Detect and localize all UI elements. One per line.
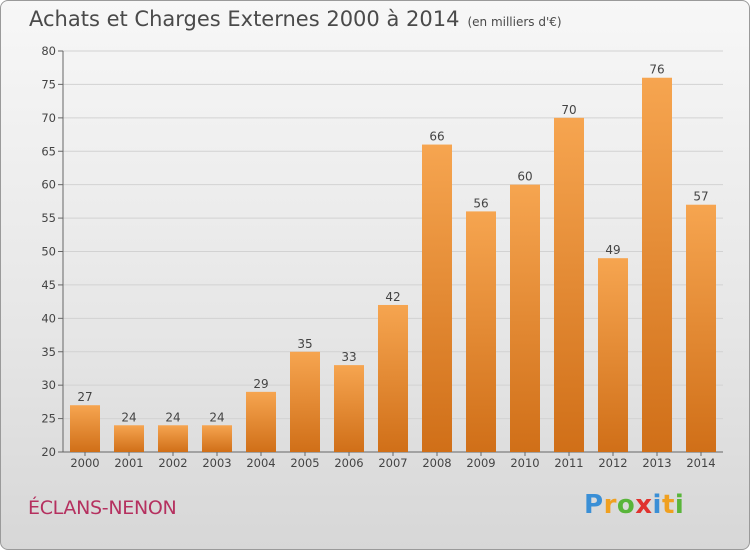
bar-2000 <box>70 405 100 452</box>
x-tick-label-2009: 2009 <box>466 456 495 470</box>
x-tick-label-2008: 2008 <box>422 456 451 470</box>
logo-letter: x <box>635 490 653 520</box>
proxiti-logo[interactable]: Proxiti <box>584 490 684 520</box>
logo-letter: o <box>616 490 636 520</box>
y-tick-labels: 20 25 30 35 40 45 50 55 60 65 70 75 80 <box>41 44 56 459</box>
bar-2009 <box>466 211 496 452</box>
bar-2002 <box>158 425 188 452</box>
logo-letter: i <box>652 490 662 520</box>
data-label-2002: 24 <box>165 410 180 424</box>
logo-letter: t <box>661 490 675 520</box>
y-tick-label: 35 <box>41 345 56 359</box>
bar-2008 <box>422 144 452 453</box>
x-tick-labels: 2000 2001 2002 2003 2004 2005 2006 2007 2008 2009… <box>70 452 716 470</box>
bar-2010 <box>510 184 540 452</box>
y-tick-label: 80 <box>41 44 56 58</box>
x-tick-label-2007: 2007 <box>378 456 407 470</box>
data-label-2007: 42 <box>385 290 400 304</box>
data-label-2011: 70 <box>561 103 576 117</box>
bar-2005 <box>290 351 320 452</box>
city-name: ÉCLANS-NENON <box>28 497 177 519</box>
data-label-2005: 35 <box>297 337 312 351</box>
y-tick-label: 75 <box>41 77 56 91</box>
y-tick-label: 20 <box>41 445 56 459</box>
data-label-2014: 57 <box>693 190 708 204</box>
data-label-2000: 27 <box>77 390 92 404</box>
logo-letter: P <box>584 490 604 520</box>
x-tick-label-2001: 2001 <box>114 456 143 470</box>
y-tick-label: 40 <box>41 311 56 325</box>
y-tick-label: 60 <box>41 178 56 192</box>
title-text: Achats et Charges Externes 2000 à 2014 <box>29 7 460 31</box>
bar-2012 <box>598 258 628 452</box>
x-tick-label-2014: 2014 <box>686 456 715 470</box>
bar-2004 <box>246 391 276 452</box>
y-tick-label: 30 <box>41 378 56 392</box>
data-label-2013: 76 <box>649 63 664 77</box>
logo-letter: r <box>603 490 617 520</box>
y-tick-label: 70 <box>41 111 56 125</box>
data-label-2004: 29 <box>253 377 268 391</box>
bars <box>70 77 716 453</box>
x-tick-label-2002: 2002 <box>158 456 187 470</box>
bar-2001 <box>114 425 144 452</box>
y-tick-label: 55 <box>41 211 56 225</box>
y-tick-label: 45 <box>41 278 56 292</box>
x-tick-label-2003: 2003 <box>202 456 231 470</box>
x-tick-label-2004: 2004 <box>246 456 275 470</box>
bar-2006 <box>334 365 364 452</box>
y-tick-label: 25 <box>41 412 56 426</box>
data-label-2012: 49 <box>605 243 620 257</box>
data-label-2009: 56 <box>473 196 488 210</box>
bar-2011 <box>554 117 584 452</box>
data-label-2008: 66 <box>429 130 444 144</box>
x-tick-label-2006: 2006 <box>334 456 363 470</box>
logo-letter: i <box>674 490 685 520</box>
data-label-2003: 24 <box>209 410 224 424</box>
bar-2014 <box>686 204 716 452</box>
chart-title: Achats et Charges Externes 2000 à 2014 (e… <box>29 7 562 31</box>
x-tick-label-2013: 2013 <box>642 456 671 470</box>
y-tick-label: 50 <box>41 245 56 259</box>
data-label-2010: 60 <box>517 170 532 184</box>
x-tick-label-2011: 2011 <box>554 456 583 470</box>
data-label-2001: 24 <box>121 410 136 424</box>
x-tick-label-2010: 2010 <box>510 456 539 470</box>
data-label-2006: 33 <box>341 350 356 364</box>
x-tick-label-2012: 2012 <box>598 456 627 470</box>
bar-2007 <box>378 304 408 452</box>
chart-subtitle: (en milliers d'€) <box>467 15 562 29</box>
y-tick-label: 65 <box>41 144 56 158</box>
x-tick-label-2005: 2005 <box>290 456 319 470</box>
value-labels: 27 24 24 24 29 35 33 42 66 56 60 70 49 76 57 <box>77 63 708 425</box>
x-tick-label-2000: 2000 <box>70 456 99 470</box>
bar-2003 <box>202 425 232 452</box>
bar-2013 <box>642 77 672 452</box>
